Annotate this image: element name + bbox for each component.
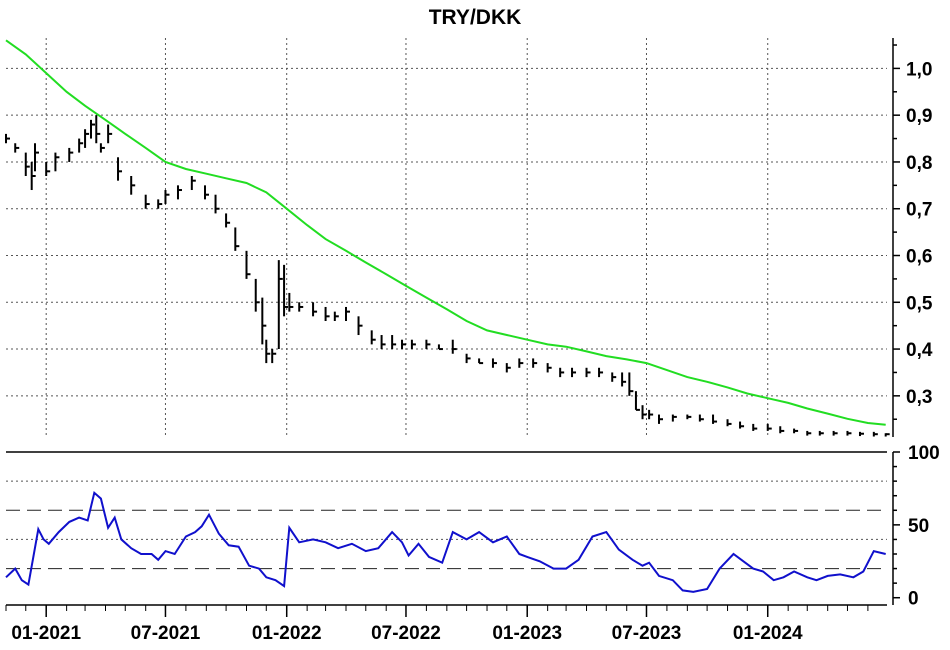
x-tick-label: 07-2023 <box>612 623 682 644</box>
x-axis: 01-2021 07-2021 01-2022 07-2022 01-2023 07-20… <box>5 604 887 644</box>
x-tick-label: 01-2023 <box>492 623 562 644</box>
price-y-axis: 1,0 0,9 0,8 0,7 0,6 0,5 0,4 0,3 <box>892 38 933 437</box>
x-tick-label: 07-2022 <box>371 623 441 644</box>
chart-title: TRY/DKK <box>429 6 522 29</box>
price-tick-label: 0,8 <box>906 153 932 174</box>
price-tick-label: 0,6 <box>906 247 932 268</box>
price-tick-label: 0,3 <box>906 387 932 408</box>
indicator-line <box>5 490 886 593</box>
price-tick-label: 0,5 <box>906 293 933 314</box>
x-tick-label: 07-2021 <box>131 623 201 644</box>
x-tick-label: 01-2022 <box>252 623 322 644</box>
moving-average-line <box>5 39 886 426</box>
indicator-tick-label: 0 <box>908 589 919 610</box>
indicator-panel: 100 50 0 <box>5 443 940 610</box>
price-tick-label: 1,0 <box>906 59 932 80</box>
price-tick-label: 0,4 <box>906 340 933 361</box>
price-tick-label: 0,7 <box>906 200 932 221</box>
price-grid <box>6 38 887 437</box>
price-tick-label: 0,9 <box>906 106 932 127</box>
indicator-grid <box>6 451 887 570</box>
price-panel: TRY/DKK 1,0 0,9 0,8 0,7 0,6 0,5 0,4 0,3 <box>5 6 933 437</box>
indicator-tick-label: 100 <box>908 443 940 464</box>
x-tick-label: 01-2021 <box>11 623 81 644</box>
indicator-tick-label: 50 <box>908 516 929 537</box>
x-tick-label: 01-2024 <box>733 623 803 644</box>
indicator-y-axis: 100 50 0 <box>892 443 940 610</box>
price-bars <box>5 115 890 437</box>
